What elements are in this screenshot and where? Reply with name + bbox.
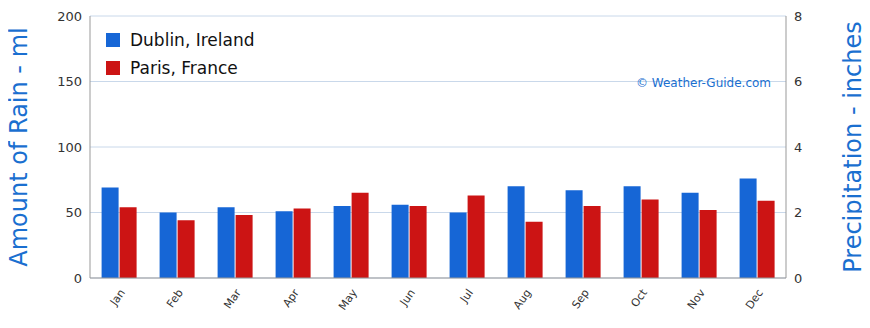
svg-text:Amount of Rain - ml: Amount of Rain - ml: [8, 27, 33, 266]
svg-text:0: 0: [794, 271, 802, 286]
svg-text:Feb: Feb: [164, 287, 186, 310]
svg-text:Nov: Nov: [685, 286, 708, 311]
svg-text:100: 100: [57, 140, 82, 155]
svg-text:150: 150: [57, 74, 82, 89]
svg-text:Jan: Jan: [107, 287, 128, 309]
svg-text:6: 6: [794, 74, 802, 89]
svg-text:8: 8: [794, 9, 802, 24]
svg-text:0: 0: [74, 271, 82, 286]
svg-text:50: 50: [65, 205, 82, 220]
svg-text:Precipitation - inches: Precipitation - inches: [839, 21, 862, 272]
svg-text:May: May: [336, 286, 360, 312]
svg-text:Mar: Mar: [221, 286, 244, 311]
svg-text:Jun: Jun: [397, 287, 418, 309]
svg-text:200: 200: [57, 9, 82, 24]
svg-text:Oct: Oct: [628, 286, 650, 310]
svg-text:4: 4: [794, 140, 802, 155]
html-text:Paris, France: Paris, France: [130, 58, 238, 78]
svg-text:Dec: Dec: [743, 287, 766, 312]
svg-text:2: 2: [794, 205, 802, 220]
svg-text:Aug: Aug: [511, 287, 534, 312]
svg-text:Apr: Apr: [280, 286, 302, 309]
svg-text:Sep: Sep: [569, 287, 592, 311]
html-text:Dublin, Ireland: Dublin, Ireland: [130, 30, 255, 50]
html-text:© Weather-Guide.com: © Weather-Guide.com: [636, 76, 771, 90]
svg-text:Jul: Jul: [457, 287, 476, 306]
